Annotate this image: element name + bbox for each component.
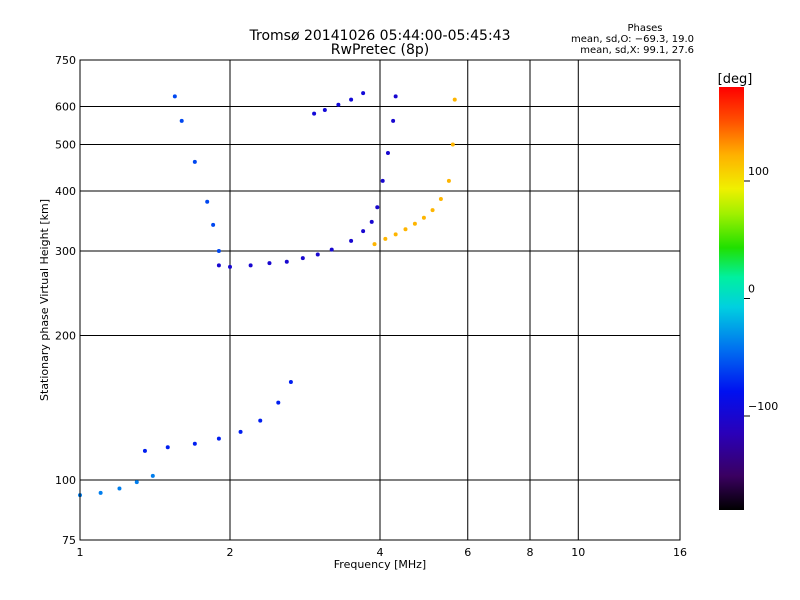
colorbar-tick-label: 100 — [748, 165, 769, 178]
data-point — [403, 227, 408, 232]
data-point — [258, 418, 263, 423]
data-point — [329, 247, 334, 252]
data-point — [375, 205, 380, 210]
y-tick-label: 400 — [55, 185, 76, 198]
data-point — [165, 445, 170, 450]
colorbar-label: [deg] — [718, 72, 753, 87]
data-point — [238, 429, 243, 434]
data-points — [78, 91, 457, 498]
y-tick-label: 75 — [62, 534, 76, 547]
data-point — [150, 473, 155, 478]
data-point — [349, 97, 354, 102]
y-tick-label: 500 — [55, 139, 76, 152]
data-point — [369, 219, 374, 224]
phase-stats-title: Phases — [627, 23, 662, 34]
y-tick-label: 100 — [55, 474, 76, 487]
data-point — [276, 400, 281, 405]
x-tick-label: 2 — [227, 546, 234, 559]
phase-stats-o: mean, sd,O: −69.3, 19.0 — [571, 34, 694, 45]
x-axis-ticks: 1 2 4 6 8 10 16 — [77, 546, 688, 559]
data-point — [312, 111, 317, 116]
data-point — [300, 256, 305, 261]
data-point — [134, 480, 139, 485]
x-tick-label: 8 — [527, 546, 534, 559]
data-point — [391, 118, 396, 123]
data-point — [248, 263, 253, 268]
data-point — [349, 238, 354, 243]
data-point — [393, 232, 398, 237]
data-point — [117, 486, 122, 491]
data-point — [216, 436, 221, 441]
data-point — [452, 97, 457, 102]
data-point — [288, 380, 293, 385]
data-point — [383, 236, 388, 241]
x-tick-label: 10 — [571, 546, 585, 559]
chart-title: Tromsø 20141026 05:44:00-05:45:43 — [249, 28, 511, 44]
data-point — [284, 259, 289, 264]
data-point — [205, 199, 210, 204]
x-tick-label: 4 — [377, 546, 384, 559]
data-point — [380, 178, 385, 183]
y-tick-label: 600 — [55, 101, 76, 114]
x-axis-label: Frequency [MHz] — [334, 558, 426, 571]
data-point — [372, 242, 377, 247]
colorbar-ticks: −100 0 100 — [744, 165, 778, 417]
data-point — [216, 249, 221, 254]
colorbar-tick-label: 0 — [748, 283, 755, 296]
data-point — [438, 197, 443, 202]
data-point — [385, 151, 390, 156]
data-point — [361, 229, 366, 234]
y-tick-label: 300 — [55, 245, 76, 258]
data-point — [421, 215, 426, 220]
y-axis-label: Stationary phase Virtual Height [km] — [38, 199, 51, 401]
phase-stats-x: mean, sd,X: 99.1, 27.6 — [580, 45, 694, 56]
y-tick-label: 750 — [55, 54, 76, 67]
data-point — [336, 102, 341, 107]
data-point — [450, 142, 455, 147]
data-point — [361, 91, 366, 96]
data-point — [315, 252, 320, 257]
plot-frame — [79, 59, 681, 541]
x-tick-label: 16 — [673, 546, 687, 559]
data-point — [172, 94, 177, 99]
data-point — [216, 263, 221, 268]
chart-subtitle: RwPretec (8p) — [331, 42, 429, 58]
data-point — [192, 159, 197, 164]
data-point — [228, 264, 232, 269]
data-point — [142, 448, 147, 453]
data-point — [211, 222, 216, 227]
data-point — [393, 94, 398, 99]
data-point — [98, 490, 103, 495]
y-axis-ticks: 75 100 200 300 400 500 600 750 — [55, 54, 76, 547]
data-point — [267, 261, 272, 266]
colorbar-tick-label: −100 — [748, 400, 778, 413]
data-point — [322, 108, 327, 113]
data-point — [412, 221, 417, 226]
data-point — [446, 178, 451, 183]
colorbar — [719, 87, 744, 510]
data-point — [192, 441, 197, 446]
y-tick-label: 200 — [55, 330, 76, 343]
data-point — [430, 208, 435, 213]
x-tick-label: 6 — [464, 546, 471, 559]
grid-lines — [80, 60, 680, 540]
x-tick-label: 1 — [77, 546, 84, 559]
data-point — [179, 118, 184, 123]
